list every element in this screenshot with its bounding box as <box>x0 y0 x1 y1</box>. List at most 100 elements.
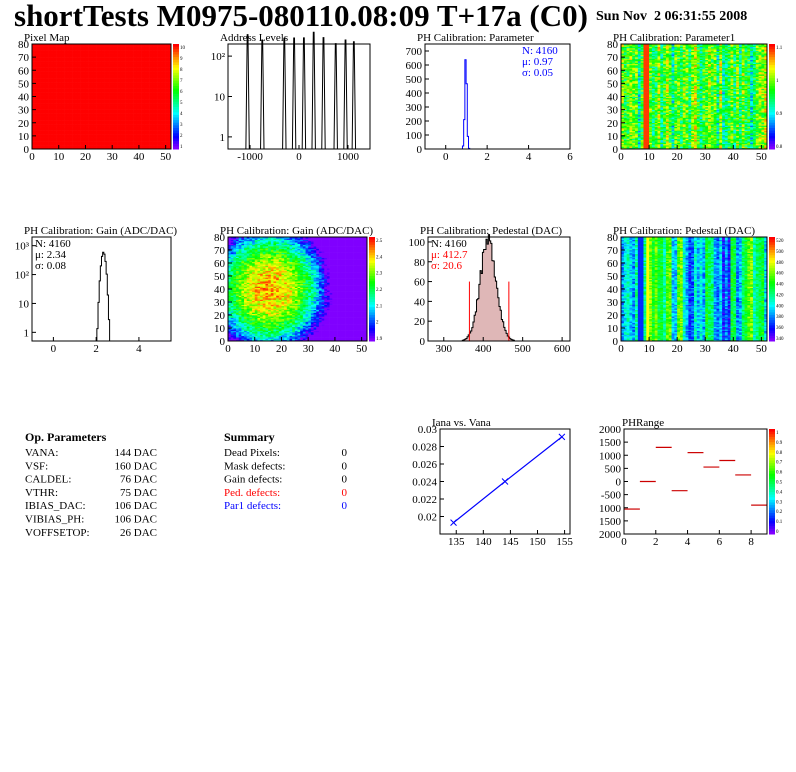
pixel-map-palette-label: 8 <box>180 68 183 73</box>
pixel-map-cell <box>112 110 116 113</box>
pixel-map-cell <box>138 108 142 110</box>
pixel-map-cell <box>157 130 161 133</box>
pixel-map-cell <box>149 122 153 125</box>
pixel-map-cell <box>160 104 164 106</box>
pixel-map-cell <box>128 104 132 106</box>
pixel-map-cell <box>106 133 110 135</box>
pixel-map-cell <box>165 116 169 118</box>
pixel-map-cell <box>149 124 153 126</box>
pixel-map-cell <box>85 143 89 146</box>
pixel-map-cell <box>69 109 73 112</box>
pixel-map-cell <box>90 145 94 147</box>
pixel-map-cell <box>64 129 68 131</box>
pixel-map-cell <box>154 116 158 118</box>
pixel-map-cell <box>154 121 158 124</box>
pixel-map-cell <box>85 113 89 116</box>
pixel-map-cell <box>122 110 126 113</box>
pixel-map-cell <box>128 117 132 120</box>
pixel-map-cell <box>93 133 97 135</box>
pixel-map-cell <box>82 118 86 121</box>
pixel-map-cell <box>122 128 126 130</box>
pixel-map-cell <box>64 130 68 133</box>
pixel-map-cell <box>117 131 121 134</box>
pixel-map-cell <box>160 126 164 129</box>
pixel-map-cell <box>58 101 62 104</box>
pixel-map-cell <box>149 103 153 105</box>
pixel-map-cell <box>106 100 110 103</box>
pixel-map-cell <box>37 138 41 141</box>
pixel-map-cell <box>58 135 62 138</box>
pixel-map-cell <box>109 139 113 142</box>
pixel-map-cell <box>160 118 164 121</box>
pixel-map-cell <box>80 128 84 130</box>
pixel-map-cell <box>122 147 126 150</box>
pixel-map-cell <box>130 142 134 145</box>
pixel-map-cell <box>80 145 84 147</box>
pixel-map-cell <box>82 130 86 133</box>
ph-calibration-parameter-ytick-label: 700 <box>406 46 423 58</box>
pixel-map-cell <box>136 137 140 139</box>
pixel-map-cell <box>165 113 169 116</box>
pixel-map-cell <box>138 128 142 130</box>
pixel-map-cell <box>37 114 41 117</box>
pixel-map-cell <box>42 118 46 121</box>
pixel-map-cell <box>168 112 172 114</box>
pixel-map-cell <box>72 130 76 133</box>
pixel-map-xtick-label: 10 <box>53 151 65 163</box>
pixel-map-cell <box>112 117 116 120</box>
pixel-map-cell <box>109 120 113 122</box>
pixel-map-cell <box>72 97 76 100</box>
pixel-map-cell <box>114 125 118 127</box>
pixel-map-cell <box>50 100 54 103</box>
pixel-map-cell <box>61 97 65 100</box>
pixel-map-cell <box>138 109 142 112</box>
pixel-map-cell <box>58 130 62 133</box>
pixel-map-cell <box>101 143 105 146</box>
pixel-map-cell <box>74 104 78 106</box>
pixel-map-cell <box>138 129 142 131</box>
pixel-map-cell <box>90 135 94 138</box>
pixel-map-cell <box>144 120 148 122</box>
pixel-map-cell <box>85 101 89 104</box>
pixel-map-cell <box>53 147 57 150</box>
pixel-map-cell <box>160 130 164 133</box>
pixel-map-cell <box>160 147 164 150</box>
pixel-map-cell <box>48 130 52 133</box>
pixel-map-cell <box>109 143 113 146</box>
pixel-map-cell <box>93 124 97 126</box>
pixel-map-cell <box>106 122 110 125</box>
pixel-map-cell <box>128 116 132 118</box>
pixel-map-cell <box>125 116 129 118</box>
pixel-map-cell <box>72 131 76 134</box>
pixel-map-cell <box>130 133 134 135</box>
pixel-map-cell <box>157 147 161 150</box>
pixel-map-cell <box>80 110 84 113</box>
pixel-map-cell <box>66 107 70 109</box>
pixel-map-cell <box>160 107 164 109</box>
pixel-map-cell <box>136 100 140 103</box>
pixel-map-cell <box>165 117 169 120</box>
pixel-map-cell <box>101 103 105 105</box>
pixel-map-cell <box>42 113 46 116</box>
pixel-map-cell <box>77 103 81 105</box>
pixel-map-cell <box>32 110 35 113</box>
pixel-map-cell <box>56 126 60 129</box>
pixel-map-cell <box>93 138 97 141</box>
pixel-map-cell <box>32 146 35 148</box>
pixel-map-cell <box>45 135 49 138</box>
pixel-map-cell <box>106 112 110 114</box>
pixel-map-cell <box>162 113 166 116</box>
pixel-map-cell <box>122 107 126 109</box>
pixel-map-cell <box>144 112 148 114</box>
pixel-map-cell <box>120 142 124 145</box>
pixel-map-cell <box>125 130 129 133</box>
pixel-map-cell <box>104 113 108 116</box>
pixel-map-cell <box>32 109 35 112</box>
pixel-map-cell <box>40 100 43 103</box>
pixel-map-cell <box>74 145 78 147</box>
pixel-map-cell <box>88 108 92 110</box>
pixel-map-cell <box>58 134 62 137</box>
pixel-map-cell <box>130 120 134 122</box>
pixel-map-cell <box>112 112 116 114</box>
pixel-map-cell <box>61 134 65 137</box>
